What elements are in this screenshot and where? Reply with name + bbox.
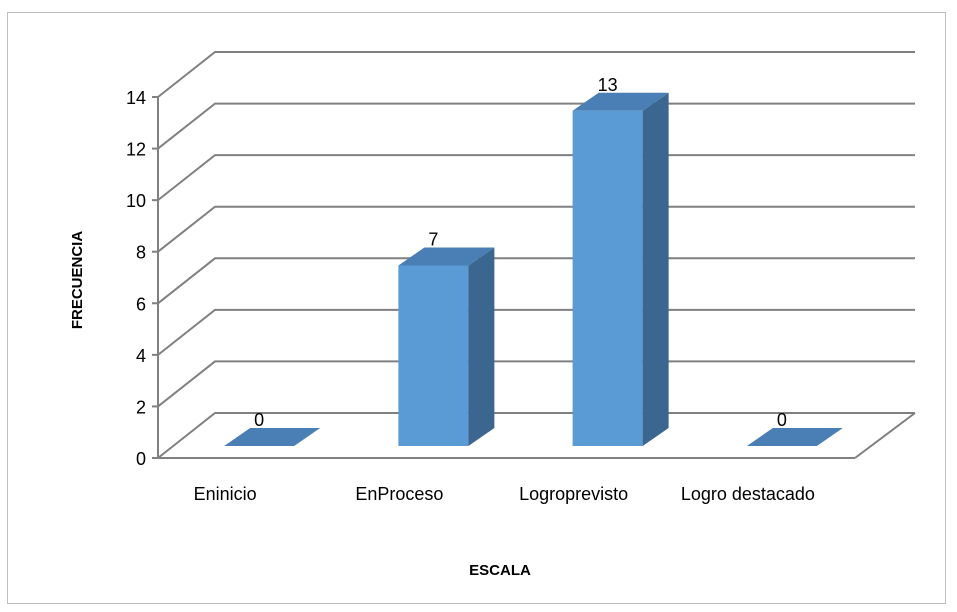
- bar: [398, 247, 495, 446]
- x-category-label: Logro destacado: [681, 484, 815, 504]
- gridline: [157, 102, 915, 150]
- bar-top: [224, 428, 321, 446]
- data-label: 7: [428, 230, 438, 250]
- gridline: [157, 205, 915, 253]
- bar-front: [398, 265, 469, 446]
- axes: [152, 96, 916, 459]
- bar-top: [572, 92, 669, 111]
- y-tick-label: 6: [136, 294, 146, 314]
- data-label: 0: [777, 410, 787, 430]
- data-label: 13: [598, 75, 618, 95]
- bar: [746, 428, 843, 446]
- y-tick-label: 4: [136, 346, 146, 366]
- labels: 0 2 4 6 8 10 12 14 0 Eninicio 7 EnProceso 13 Logropre…: [126, 75, 815, 504]
- gridline: [157, 51, 915, 98]
- gridline: [157, 257, 915, 305]
- gridline: [157, 412, 915, 459]
- bars: [224, 92, 843, 447]
- floor-edge-line: [854, 412, 916, 459]
- y-tick-label: 10: [126, 191, 146, 211]
- gridline: [157, 154, 915, 201]
- x-axis-title: ESCALA: [469, 562, 531, 579]
- data-label: 0: [254, 410, 264, 430]
- y-tick-label: 14: [126, 88, 146, 108]
- gridline: [157, 308, 915, 356]
- y-axis-title: FRECUENCIA: [69, 231, 86, 330]
- bar-side: [468, 247, 495, 446]
- x-category-label: Logroprevisto: [519, 484, 628, 504]
- bar-top: [746, 428, 843, 446]
- y-tick-label: 2: [136, 397, 146, 417]
- y-tick-label: 12: [126, 140, 146, 160]
- bar-front: [572, 110, 643, 447]
- y-tick-label: 0: [136, 449, 146, 469]
- bar-side: [642, 92, 669, 447]
- y-tick-label: 8: [136, 243, 146, 263]
- bar: [572, 92, 669, 447]
- bar: [224, 428, 321, 446]
- x-category-label: Eninicio: [194, 484, 257, 504]
- x-category-label: EnProceso: [355, 484, 443, 504]
- gridline: [157, 360, 915, 408]
- gridlines: [157, 51, 915, 459]
- bar-top: [398, 247, 495, 266]
